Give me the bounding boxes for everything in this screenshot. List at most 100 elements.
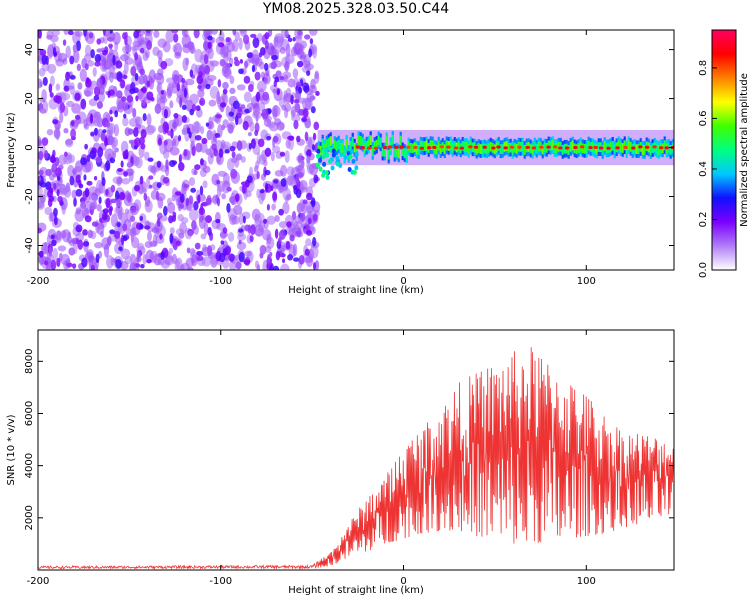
signal-peak xyxy=(406,145,411,149)
noise-blob xyxy=(312,236,317,247)
noise-speckle xyxy=(201,256,212,267)
noise-blob xyxy=(63,127,69,134)
noise-blob xyxy=(239,58,243,64)
noise-blob xyxy=(196,255,204,262)
noise-speckle xyxy=(270,151,275,162)
noise-blob xyxy=(112,150,117,159)
noise-blob xyxy=(121,96,127,102)
signal-band-core xyxy=(609,142,612,152)
noise-blob xyxy=(117,167,123,172)
noise-speckle xyxy=(229,260,237,270)
noise-blob xyxy=(272,88,277,94)
signal-peak xyxy=(573,145,578,150)
noise-blob xyxy=(82,229,88,236)
noise-blob xyxy=(110,184,116,193)
noise-blob xyxy=(116,90,123,99)
noise-blob xyxy=(259,189,265,194)
signal-peak xyxy=(615,146,620,150)
noise-speckle xyxy=(72,50,80,64)
noise-blob xyxy=(69,175,75,186)
noise-blob xyxy=(256,263,261,270)
noise-blob xyxy=(272,265,280,270)
signal-band-core xyxy=(575,144,578,155)
signal-peak xyxy=(579,145,585,149)
onset-scatter xyxy=(321,154,326,160)
signal-band-core xyxy=(411,143,414,154)
noise-speckle xyxy=(236,84,246,91)
noise-blob xyxy=(136,251,140,262)
noise-speckle xyxy=(240,156,246,163)
noise-blob xyxy=(164,124,169,134)
signal-band-core xyxy=(663,140,666,151)
signal-band-core xyxy=(515,143,518,154)
noise-blob xyxy=(163,108,168,119)
signal-band-core xyxy=(577,143,580,153)
signal-peak xyxy=(387,145,393,149)
signal-peak xyxy=(525,145,530,150)
noise-blob xyxy=(48,83,53,94)
signal-band-core xyxy=(467,144,470,154)
noise-blob xyxy=(183,184,189,189)
noise-blob xyxy=(270,185,274,192)
noise-speckle xyxy=(83,123,90,130)
noise-blob xyxy=(53,207,58,217)
noise-speckle xyxy=(271,203,276,211)
noise-speckle xyxy=(67,154,75,164)
noise-blob xyxy=(308,48,313,58)
noise-blob xyxy=(204,65,211,75)
noise-blob xyxy=(287,37,293,43)
noise-blob xyxy=(264,182,269,193)
noise-blob xyxy=(150,96,155,102)
noise-speckle xyxy=(274,215,280,223)
noise-speckle xyxy=(189,247,196,257)
noise-blob xyxy=(173,112,179,119)
onset-scatter xyxy=(348,154,353,160)
noise-blob xyxy=(124,36,128,46)
signal-peak xyxy=(446,145,451,149)
noise-blob xyxy=(89,202,96,211)
noise-blob xyxy=(250,33,257,38)
noise-blob xyxy=(266,203,270,211)
noise-blob xyxy=(194,134,202,141)
noise-speckle xyxy=(171,138,177,147)
signal-band-core xyxy=(643,145,646,155)
noise-blob xyxy=(74,114,81,120)
signal-band-core xyxy=(521,141,524,152)
onset-scatter xyxy=(347,167,352,173)
noise-speckle xyxy=(165,30,175,43)
noise-blob xyxy=(224,246,231,256)
noise-blob xyxy=(311,197,316,208)
noise-blob xyxy=(296,135,301,143)
noise-speckle xyxy=(229,75,235,85)
noise-blob xyxy=(247,83,254,93)
noise-speckle xyxy=(124,256,133,265)
signal-peak xyxy=(382,145,388,150)
noise-speckle xyxy=(299,40,307,49)
signal-peak xyxy=(588,145,593,150)
noise-blob xyxy=(255,91,261,102)
noise-blob xyxy=(94,53,102,63)
noise-blob xyxy=(254,129,259,137)
signal-peak xyxy=(360,146,365,150)
y-tick-label: 8000 xyxy=(24,349,35,374)
signal-band-core xyxy=(381,146,384,157)
noise-blob xyxy=(45,181,52,191)
noise-speckle xyxy=(305,238,312,247)
noise-blob xyxy=(287,254,294,261)
noise-blob xyxy=(116,71,123,83)
noise-blob xyxy=(67,30,74,36)
noise-blob xyxy=(146,40,153,51)
noise-blob xyxy=(187,41,194,51)
signal-band-core xyxy=(601,145,604,155)
noise-blob xyxy=(181,30,187,37)
noise-speckle xyxy=(65,45,71,59)
noise-blob xyxy=(64,151,68,157)
noise-speckle xyxy=(153,30,160,39)
noise-blob xyxy=(196,75,204,85)
noise-blob xyxy=(154,103,162,115)
noise-blob xyxy=(48,246,53,257)
signal-band-core xyxy=(437,140,440,151)
noise-speckle xyxy=(299,51,307,60)
noise-blob xyxy=(254,71,261,81)
signal-band-core xyxy=(537,141,540,152)
